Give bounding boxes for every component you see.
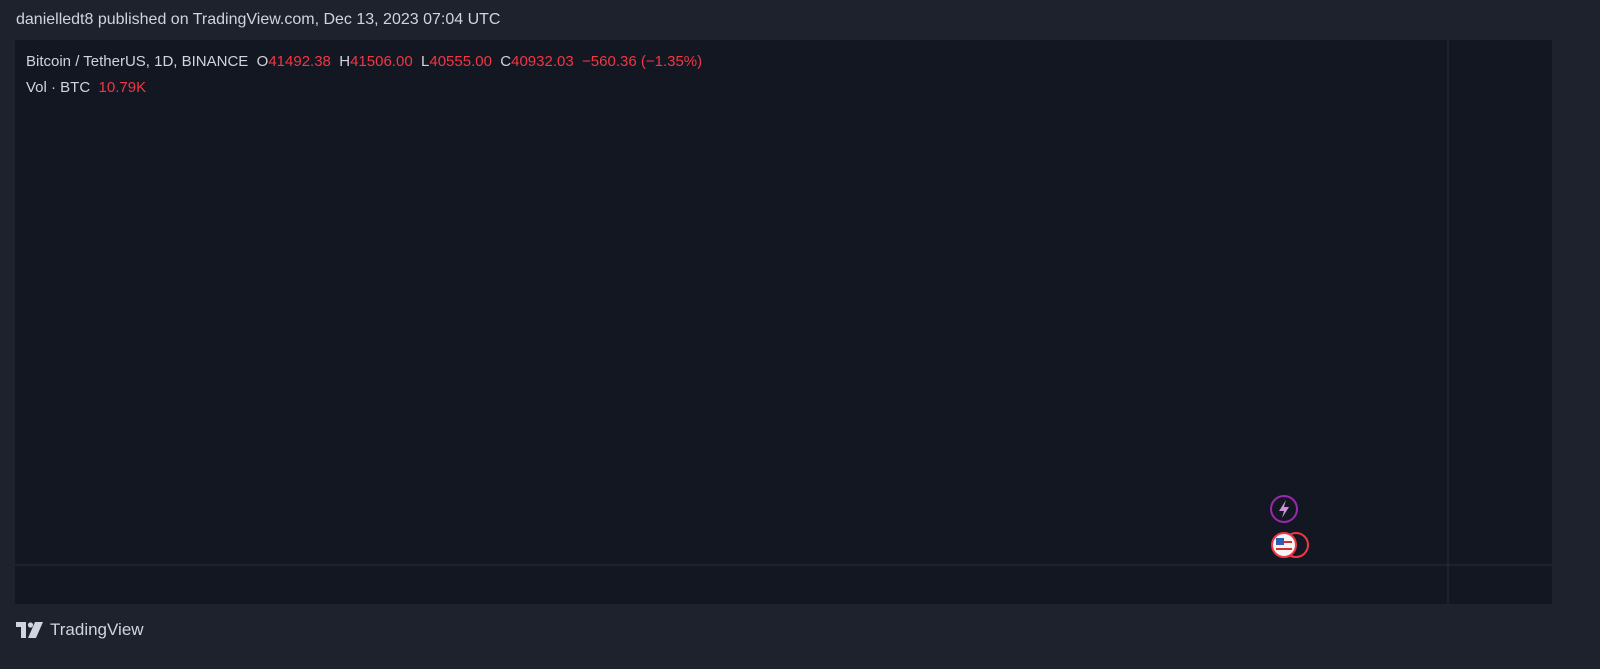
volume-legend: Vol · BTC 10.79K [26,79,146,96]
legend-value: 40932.03 [511,53,574,70]
volume-title: Vol · BTC [26,79,91,96]
legend-key: H [339,53,351,70]
legend-value: 41506.00 [350,53,413,70]
event-icons[interactable] [1270,495,1309,558]
logo-mark [16,622,43,638]
legend-key: L [421,53,430,70]
footer-logo[interactable]: TradingView [16,620,144,640]
legend-value: 40555.00 [429,53,492,70]
legend-value: 41492.38 [268,53,331,70]
ohlc-legend: Bitcoin / TetherUS, 1D, BINANCE O 41492.3… [26,53,702,70]
flag-canton [1276,538,1284,545]
brand: TradingView [50,620,144,639]
volume-value: 10.79K [98,79,147,96]
chart-background [15,40,1552,604]
legend-key: O [256,53,269,70]
symbol: Bitcoin / TetherUS, 1D, BINANCE [26,53,249,70]
publish-info: danielledt8 published on TradingView.com… [16,11,501,28]
lightning-glyph [1279,500,1289,518]
legend-key: C [500,53,512,70]
change: −560.36 (−1.35%) [582,53,703,70]
